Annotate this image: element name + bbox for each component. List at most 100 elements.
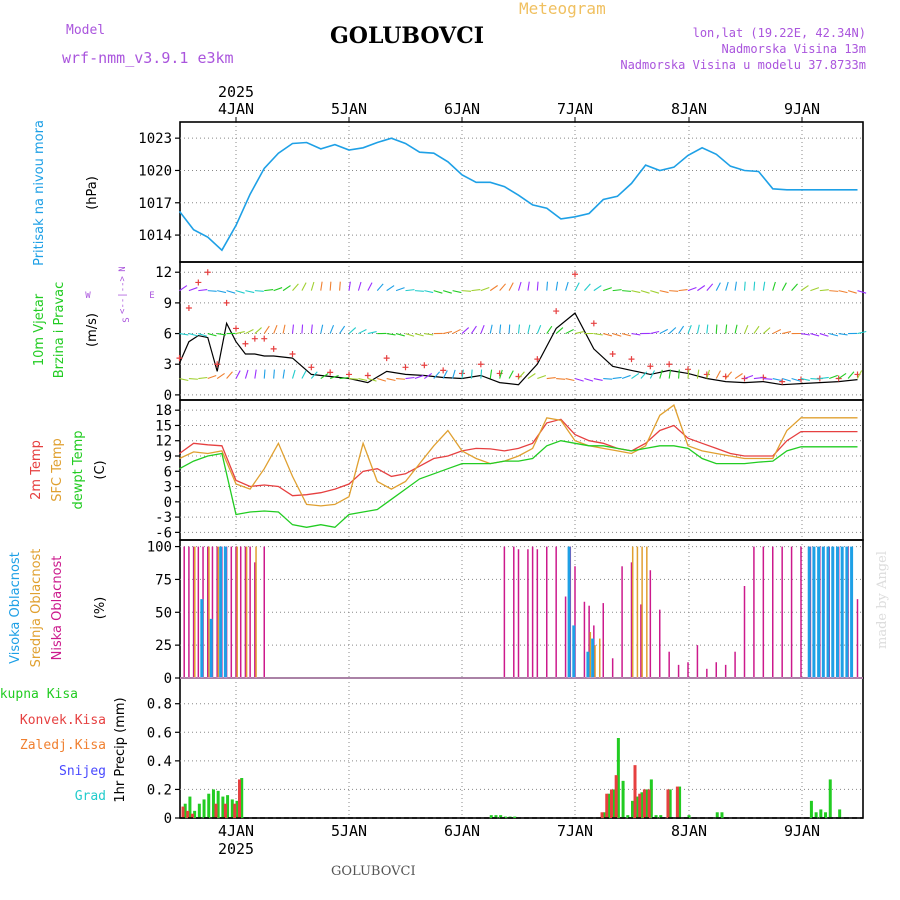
wind-direction-arrow — [800, 377, 810, 381]
wind-direction-arrow — [763, 377, 773, 380]
precip-bar — [675, 786, 679, 818]
wind-direction-arrow — [517, 281, 522, 291]
y-tick-label: 0.2 — [147, 782, 172, 798]
wind-direction-arrow — [734, 281, 737, 291]
precip-bar — [642, 789, 646, 818]
wind-direction-arrow — [443, 290, 452, 294]
wind-direction-arrow — [753, 325, 760, 334]
model-label: Model — [66, 23, 105, 38]
bottom-day-label: 9JAN — [784, 822, 820, 840]
wind-direction-arrow — [782, 378, 791, 382]
wind-direction-arrow — [395, 333, 405, 337]
wind-direction-arrow — [659, 290, 669, 294]
wind-direction-arrow — [669, 290, 679, 292]
wind-direction-arrow — [367, 282, 373, 291]
wind-direction-arrow — [678, 289, 688, 292]
y-tick-label: 1020 — [138, 163, 172, 179]
wind-direction-arrow — [847, 371, 855, 379]
wind-direction-arrow — [235, 330, 245, 335]
wind-direction-arrow — [216, 372, 225, 379]
precip-bar — [181, 806, 185, 818]
wind-direction-arrow — [518, 371, 525, 379]
credit-text: made by Angel — [875, 551, 890, 649]
wind-direction-arrow — [649, 370, 655, 379]
wind-gust-mark — [590, 320, 597, 327]
station-title: GOLUBOVCI — [330, 23, 484, 49]
wind-direction-arrow — [414, 374, 424, 380]
y-tick-label: 0.8 — [147, 697, 172, 713]
wind-gust-mark — [666, 361, 673, 368]
wind-direction-arrow — [715, 324, 718, 334]
model-elevation-text: Nadmorska Visina u modelu 37.8733m — [620, 58, 866, 72]
wind-direction-arrow — [838, 290, 848, 294]
wind-gust-mark — [176, 355, 183, 362]
wind-direction-arrow — [443, 330, 453, 335]
wind-gust-mark — [553, 308, 560, 315]
wind-direction-arrow — [734, 373, 743, 379]
wind-gust-mark — [798, 376, 804, 383]
product-title: Meteogram — [519, 0, 606, 18]
precip-bar — [814, 812, 818, 818]
y-tick-label: 0 — [164, 811, 172, 827]
wind-direction-arrow — [829, 374, 838, 380]
wind-direction-arrow — [857, 290, 867, 294]
wind-ylabel-1: 10m Vjetar — [32, 293, 47, 366]
wind-direction-arrow — [320, 324, 324, 334]
wind-gust-mark — [421, 362, 428, 369]
elevation-text: Nadmorska Visina 13m — [722, 42, 867, 56]
y-tick-label: 100 — [147, 540, 172, 556]
precip-bar — [809, 800, 813, 818]
wind-gust-mark — [609, 351, 616, 357]
wind-direction-arrow — [339, 376, 349, 380]
wind-ylabel-2: Brzina i Pravac — [52, 282, 67, 379]
wind-direction-arrow — [207, 333, 217, 337]
wind-direction-arrow — [273, 287, 283, 292]
wind-direction-arrow — [339, 281, 341, 291]
panel-frame — [179, 677, 864, 819]
wind-direction-arrow — [442, 370, 448, 379]
wind-direction-arrow — [414, 333, 424, 337]
wind-direction-arrow — [715, 370, 721, 379]
wind-direction-arrow — [329, 374, 339, 380]
wind-direction-arrow — [810, 377, 820, 380]
wind-direction-arrow — [367, 378, 377, 382]
wind-direction-arrow — [687, 369, 690, 379]
wind-direction-arrow — [358, 328, 367, 335]
panel-frame — [179, 399, 864, 541]
precip-bar — [659, 815, 663, 818]
top-day-label: 5JAN — [331, 100, 367, 118]
wind-direction-arrow — [781, 282, 787, 291]
y-tick-label: 9 — [164, 296, 172, 312]
wind-direction-arrow — [819, 333, 829, 337]
panel-frame — [179, 539, 864, 679]
wind-direction-arrow — [282, 285, 291, 292]
wind-direction-arrow — [291, 324, 295, 334]
precip-legend-snow: Snijeg — [59, 764, 106, 779]
wind-direction-arrow — [226, 290, 236, 294]
wind-direction-arrow — [320, 281, 323, 291]
wind-direction-arrow — [819, 376, 829, 380]
wind-direction-arrow — [301, 370, 307, 379]
wind-direction-arrow — [508, 324, 511, 334]
wind-direction-arrow — [772, 281, 776, 291]
pressure-ylabel: Pritisak na nivou mora — [32, 120, 47, 266]
wind-direction-arrow — [188, 287, 198, 292]
precip-bar — [638, 793, 642, 818]
precip-bar — [499, 815, 503, 818]
wind-direction-arrow — [395, 287, 405, 292]
precip-bar — [635, 796, 639, 818]
wind-direction-arrow — [301, 282, 307, 291]
wind-direction-arrow — [743, 325, 749, 334]
wind-direction-arrow — [857, 330, 867, 335]
temp-ylabel-3: dewpt Temp — [71, 430, 86, 509]
wind-direction-arrow — [424, 372, 433, 379]
wind-direction-arrow — [631, 333, 641, 336]
wind-direction-arrow — [254, 369, 257, 379]
wind-direction-arrow — [198, 376, 208, 380]
wind-direction-arrow — [273, 369, 275, 379]
precip-bar — [186, 810, 190, 818]
precip-bar — [614, 775, 618, 818]
compass-s: S — [122, 317, 132, 322]
wind-direction-arrow — [508, 370, 514, 379]
wind-direction-arrow — [838, 333, 848, 336]
